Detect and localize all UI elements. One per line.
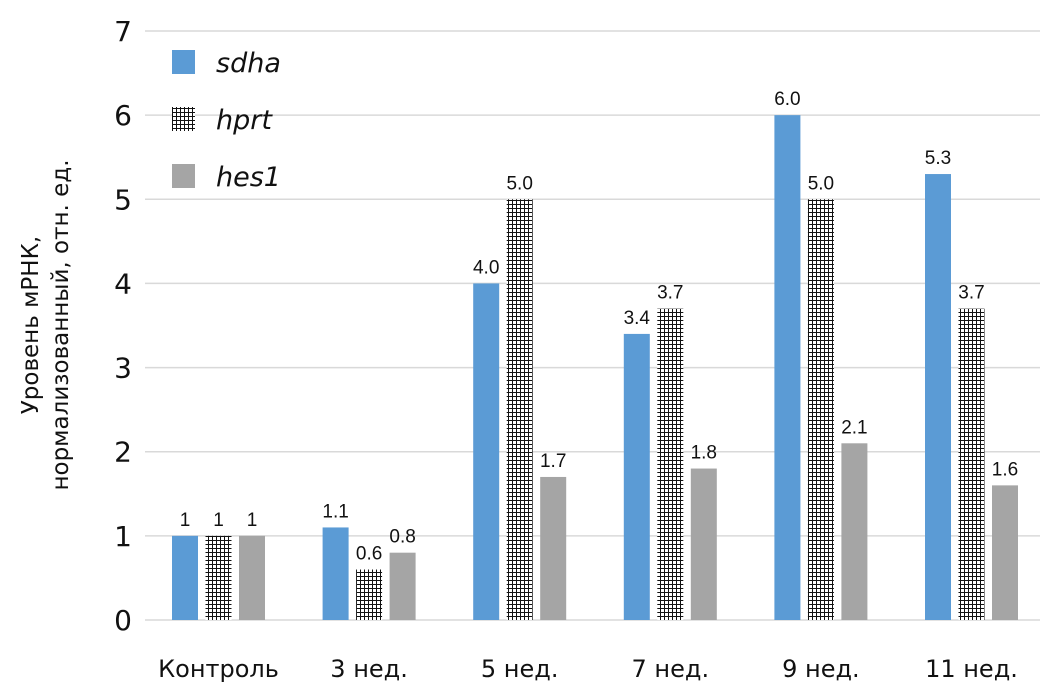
y-tick-label: 4 (114, 267, 132, 300)
bar-hes1-3 (690, 468, 717, 620)
data-label-sdha-5: 5.3 (925, 148, 951, 169)
data-label-hes1-1: 0.8 (389, 527, 415, 548)
bars (172, 115, 1018, 621)
bar-hprt-0 (205, 535, 232, 620)
bar-sdha-4 (774, 115, 801, 621)
data-label-sdha-4: 6.0 (774, 89, 800, 110)
bar-sdha-3 (623, 333, 650, 620)
legend: sdha hprt hes1 (172, 48, 281, 193)
bar-hprt-1 (356, 569, 383, 620)
bar-hes1-4 (841, 443, 868, 620)
data-label-sdha-0: 1 (180, 510, 191, 531)
data-label-hprt-5: 3.7 (958, 283, 984, 304)
bar-hprt-3 (657, 308, 684, 620)
bar-hprt-2 (506, 199, 533, 621)
bar-hprt-5 (958, 308, 985, 620)
y-tick-label: 2 (114, 436, 132, 469)
x-category-label: 5 нед. (481, 655, 559, 683)
data-label-hes1-5: 1.6 (992, 459, 1018, 480)
data-label-hes1-2: 1.7 (540, 451, 566, 472)
bar-hprt-4 (807, 199, 834, 621)
legend-label-sdha: sdha (216, 48, 281, 79)
data-label-hprt-4: 5.0 (808, 173, 834, 194)
data-label-sdha-1: 1.1 (322, 501, 348, 522)
y-tick-label: 1 (114, 520, 132, 553)
legend-label-hes1: hes1 (216, 162, 281, 193)
gridlines (145, 30, 1040, 621)
y-tick-label: 0 (114, 604, 132, 637)
y-tick-label: 3 (114, 352, 132, 385)
data-label-sdha-3: 3.4 (624, 308, 651, 329)
data-label-hprt-1: 0.6 (356, 544, 382, 565)
bar-sdha-1 (322, 527, 349, 620)
data-label-hes1-4: 2.1 (841, 417, 867, 438)
bar-sdha-0 (172, 535, 198, 620)
y-tick-label: 5 (114, 183, 132, 216)
bar-sdha-2 (473, 283, 500, 620)
x-category-label: 11 нед. (925, 655, 1018, 683)
data-label-hes1-3: 1.8 (691, 443, 717, 464)
data-label-sdha-2: 4.0 (473, 257, 499, 278)
data-labels: 1 1 1 1.1 0.6 0.8 4.0 5.0 1.7 3.4 3.7 1.8 6.0 5.0 2.1 5… (180, 89, 1019, 564)
bar-hes1-0 (239, 535, 265, 620)
x-category-label: 7 нед. (632, 655, 710, 683)
bar-hes1-1 (389, 552, 416, 620)
y-axis-title-line-1: Уровень мРНК, (18, 236, 44, 414)
data-label-hprt-3: 3.7 (657, 283, 683, 304)
y-axis-ticks: 0 1 2 3 4 5 6 7 (114, 15, 132, 637)
legend-swatch-hprt (172, 107, 195, 131)
bar-hes1-5 (992, 485, 1018, 620)
y-tick-label: 7 (114, 15, 132, 48)
y-axis-title-line-2: нормализованный, отн. ед. (48, 159, 74, 490)
legend-label-hprt: hprt (216, 105, 273, 136)
legend-swatch-hes1 (172, 164, 195, 188)
x-axis-categories: Контроль 3 нед. 5 нед. 7 нед. 9 нед. 11 нед. (158, 655, 1018, 683)
y-axis-title: Уровень мРНК, нормализованный, отн. ед. (18, 159, 74, 490)
data-label-hprt-0: 1 (213, 510, 224, 531)
legend-swatch-sdha (172, 50, 195, 74)
bar-sdha-5 (925, 174, 951, 621)
data-label-hprt-2: 5.0 (506, 173, 532, 194)
x-category-label: 3 нед. (330, 655, 408, 683)
data-label-hes1-0: 1 (247, 510, 258, 531)
x-category-label: Контроль (158, 655, 279, 683)
bar-hes1-2 (540, 476, 567, 620)
y-tick-label: 6 (114, 99, 132, 132)
x-category-label: 9 нед. (782, 655, 860, 683)
